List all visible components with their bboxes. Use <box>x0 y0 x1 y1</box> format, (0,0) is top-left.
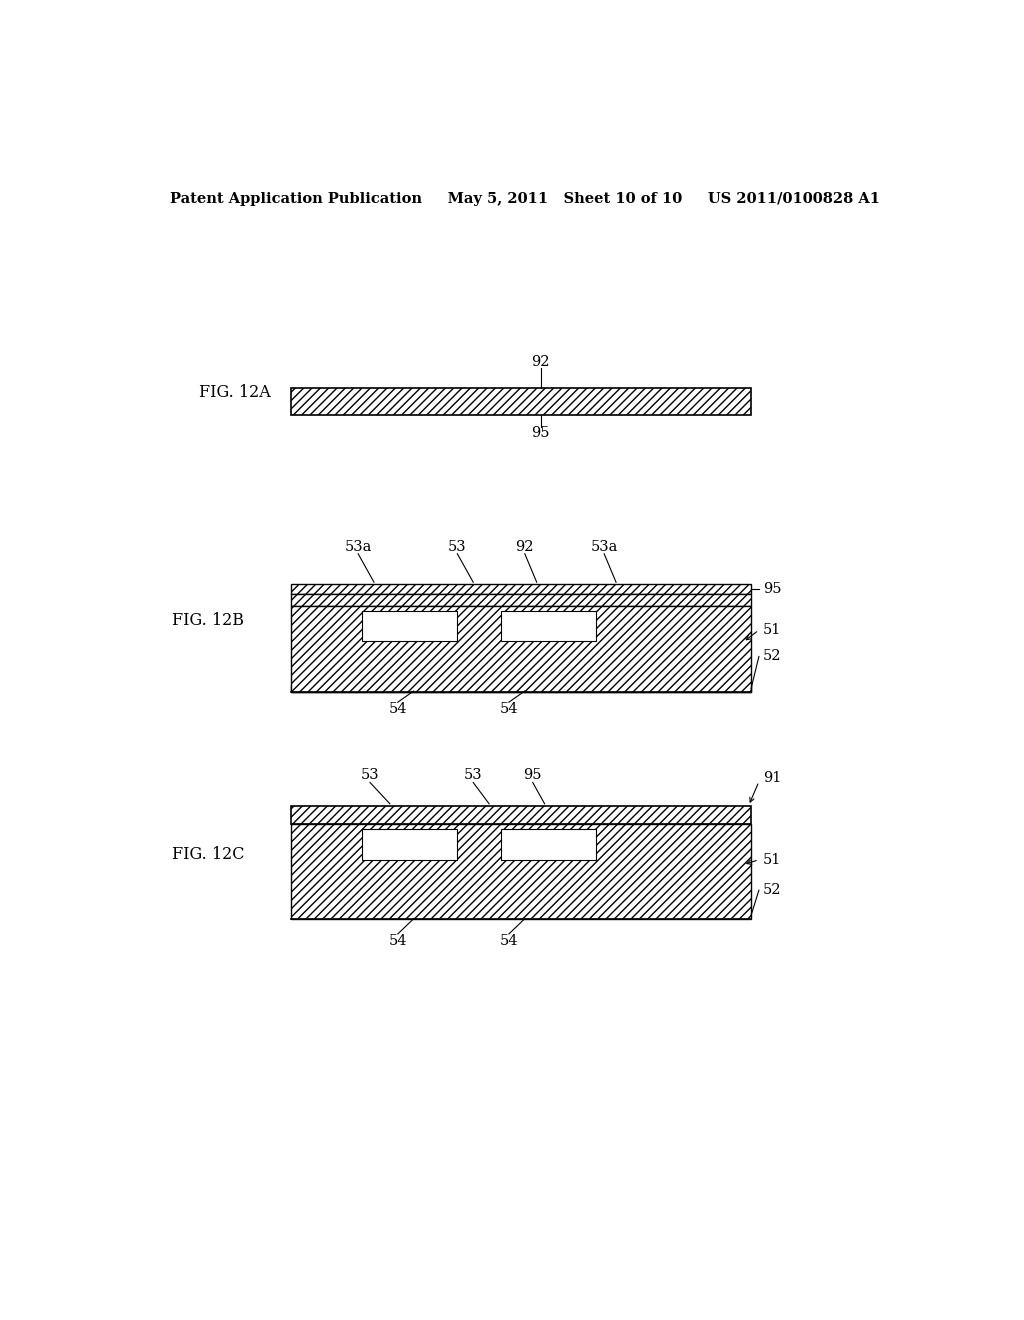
Text: 53a: 53a <box>344 540 372 553</box>
Bar <box>291 685 751 692</box>
Text: 95: 95 <box>531 426 550 440</box>
Bar <box>291 585 751 594</box>
Text: 92: 92 <box>515 540 535 553</box>
Bar <box>501 829 596 859</box>
Bar <box>362 829 458 859</box>
Text: FIG. 12B: FIG. 12B <box>172 612 244 630</box>
Bar <box>291 606 751 692</box>
Bar <box>291 388 751 414</box>
Text: Patent Application Publication     May 5, 2011   Sheet 10 of 10     US 2011/0100: Patent Application Publication May 5, 20… <box>170 191 880 206</box>
Text: 95: 95 <box>763 582 781 597</box>
Text: 53: 53 <box>464 768 482 783</box>
Text: FIG. 12A: FIG. 12A <box>200 384 271 401</box>
Bar <box>362 611 458 642</box>
Text: 91: 91 <box>763 771 781 785</box>
Text: 54: 54 <box>388 935 408 948</box>
Bar <box>291 824 751 919</box>
Text: 54: 54 <box>500 702 518 717</box>
Text: 51: 51 <box>763 853 781 867</box>
Text: 52: 52 <box>763 883 781 898</box>
Text: 51: 51 <box>763 623 781 638</box>
Bar <box>501 611 596 642</box>
Bar <box>291 594 751 606</box>
Text: 53a: 53a <box>591 540 617 553</box>
Text: 95: 95 <box>523 768 542 783</box>
Text: 53: 53 <box>449 540 467 553</box>
Text: FIG. 12C: FIG. 12C <box>172 846 244 863</box>
Text: 54: 54 <box>500 935 518 948</box>
Text: 52: 52 <box>763 649 781 664</box>
Text: 92: 92 <box>531 355 550 368</box>
Bar <box>291 805 751 824</box>
Text: 54: 54 <box>388 702 408 717</box>
Text: 53: 53 <box>360 768 379 783</box>
